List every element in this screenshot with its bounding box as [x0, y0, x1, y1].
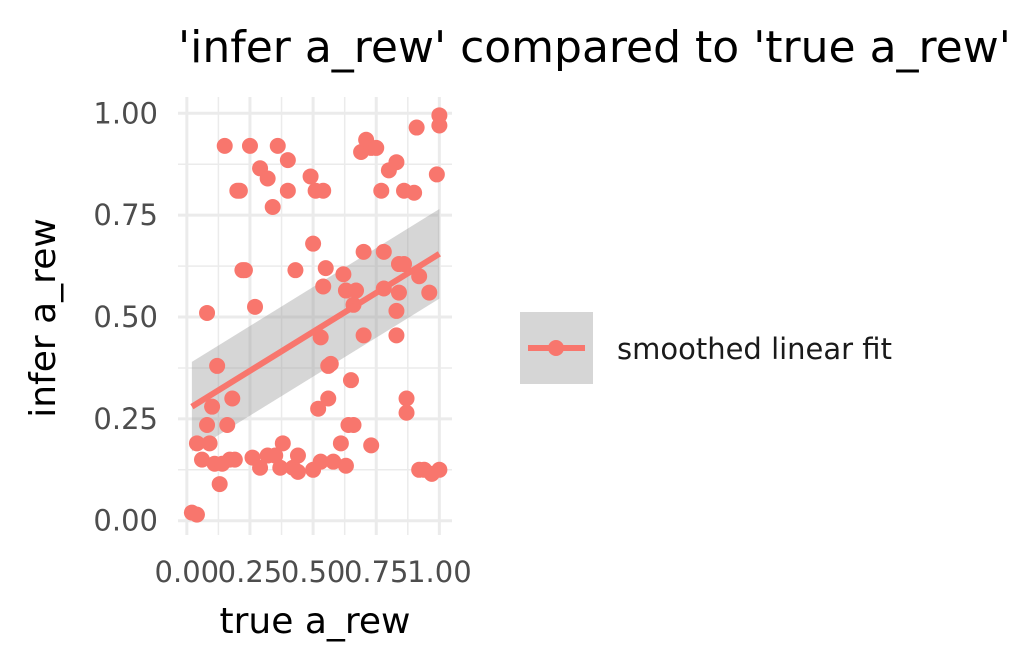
data-point: [305, 235, 322, 252]
data-point: [342, 372, 359, 389]
data-point: [373, 182, 390, 199]
legend-label: smoothed linear fit: [617, 332, 892, 366]
data-point: [375, 243, 392, 260]
y-tick-label: 0.25: [93, 402, 158, 436]
data-point: [310, 400, 327, 417]
data-point: [431, 107, 448, 124]
fit-line-layer: [190, 251, 441, 410]
y-tick-label: 0.75: [93, 198, 158, 232]
data-point: [363, 437, 380, 454]
legend-key-point: [548, 340, 564, 356]
data-point: [325, 453, 342, 470]
x-tick-label: 0.75: [344, 555, 409, 589]
x-tick-label: 0.25: [218, 555, 283, 589]
data-point: [332, 435, 349, 452]
y-tick-labels: 0.00 0.25 0.50 0.75 1.00: [93, 96, 158, 537]
data-point: [315, 182, 332, 199]
data-point: [348, 282, 365, 299]
data-point: [320, 390, 337, 407]
data-point: [406, 184, 423, 201]
data-point: [302, 168, 319, 185]
data-point: [199, 416, 216, 433]
data-point: [408, 119, 425, 136]
data-point: [272, 459, 289, 476]
fit-line: [190, 251, 441, 410]
data-point: [317, 260, 334, 277]
data-point: [322, 355, 339, 372]
data-point: [279, 152, 296, 169]
data-point: [315, 278, 332, 295]
data-point: [201, 435, 218, 452]
data-point: [312, 453, 329, 470]
data-point: [267, 447, 284, 464]
x-tick-label: 1.00: [407, 555, 472, 589]
points-layer: [183, 107, 448, 523]
data-point: [421, 284, 438, 301]
data-point: [289, 447, 306, 464]
data-point: [247, 298, 264, 315]
data-point: [188, 506, 205, 523]
chart-title: 'infer a_rew' compared to 'true a_rew': [178, 22, 1009, 73]
data-point: [279, 182, 296, 199]
data-point: [345, 416, 362, 433]
data-point: [252, 459, 269, 476]
data-point: [431, 461, 448, 478]
data-point: [368, 139, 385, 156]
data-point: [388, 154, 405, 171]
x-tick-label: 0.50: [281, 555, 346, 589]
data-point: [396, 256, 413, 273]
y-tick-label: 0.50: [93, 300, 158, 334]
data-point: [264, 199, 281, 216]
data-point: [241, 137, 258, 154]
data-point: [390, 284, 407, 301]
data-point: [259, 170, 276, 187]
x-tick-labels: 0.000.250.500.751.00: [155, 555, 472, 589]
data-point: [226, 451, 243, 468]
data-point: [224, 390, 241, 407]
legend: smoothed linear fit: [520, 312, 892, 384]
data-point: [388, 302, 405, 319]
data-point: [335, 266, 352, 283]
data-point: [398, 390, 415, 407]
data-point: [337, 457, 354, 474]
data-point: [204, 398, 221, 415]
data-point: [287, 262, 304, 279]
data-point: [231, 182, 248, 199]
y-tick-label: 0.00: [93, 504, 158, 538]
data-point: [274, 435, 291, 452]
x-axis-title: true a_rew: [220, 601, 411, 642]
y-tick-label: 1.00: [93, 96, 158, 130]
data-point: [388, 327, 405, 344]
data-point: [355, 327, 372, 344]
x-tick-label: 0.00: [155, 555, 220, 589]
data-point: [355, 243, 372, 260]
data-point: [236, 262, 253, 279]
data-point: [289, 463, 306, 480]
y-axis-title: infer a_rew: [23, 218, 64, 418]
data-point: [312, 329, 329, 346]
data-point: [269, 137, 286, 154]
data-point: [398, 404, 415, 421]
data-point: [199, 304, 216, 321]
data-point: [211, 476, 228, 493]
data-point: [216, 137, 233, 154]
data-point: [209, 357, 226, 374]
data-point: [193, 451, 210, 468]
data-point: [219, 416, 236, 433]
data-point: [188, 435, 205, 452]
data-point: [428, 166, 445, 183]
